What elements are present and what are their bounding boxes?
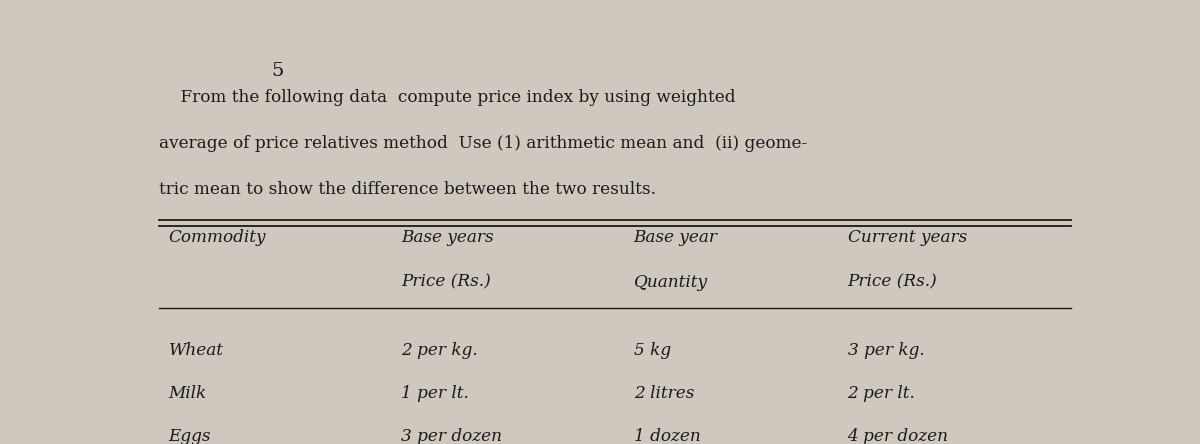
Text: average of price relatives method  Use (1) arithmetic mean and  (ii) geome-: average of price relatives method Use (1… [160, 135, 808, 152]
Text: 4 per dozen: 4 per dozen [847, 428, 948, 444]
Text: Base years: Base years [401, 230, 493, 246]
Text: Price (Rs.): Price (Rs.) [401, 274, 491, 291]
Text: 3 per dozen: 3 per dozen [401, 428, 502, 444]
Text: Milk: Milk [168, 385, 206, 402]
Text: 1 dozen: 1 dozen [634, 428, 701, 444]
Text: tric mean to show the difference between the two results.: tric mean to show the difference between… [160, 182, 656, 198]
Text: 5 kg: 5 kg [634, 342, 671, 359]
Text: 3 per kg.: 3 per kg. [847, 342, 924, 359]
Text: From the following data  compute price index by using weighted: From the following data compute price in… [160, 89, 736, 106]
Text: 2 litres: 2 litres [634, 385, 694, 402]
Text: 2 per kg.: 2 per kg. [401, 342, 478, 359]
Text: Wheat: Wheat [168, 342, 223, 359]
Text: Current years: Current years [847, 230, 967, 246]
Text: Price (Rs.): Price (Rs.) [847, 274, 937, 291]
Text: Commodity: Commodity [168, 230, 266, 246]
Text: Base year: Base year [634, 230, 718, 246]
Text: 5: 5 [271, 62, 283, 80]
Text: Eggs: Eggs [168, 428, 211, 444]
Text: Quantity: Quantity [634, 274, 708, 291]
Text: 2 per lt.: 2 per lt. [847, 385, 916, 402]
Text: 1 per lt.: 1 per lt. [401, 385, 469, 402]
